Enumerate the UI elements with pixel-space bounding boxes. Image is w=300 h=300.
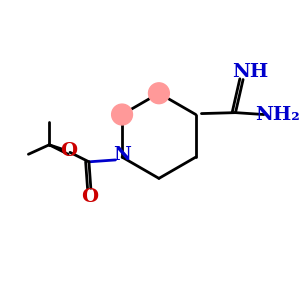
Circle shape: [112, 104, 133, 125]
Text: N: N: [113, 146, 131, 164]
Text: O: O: [61, 142, 78, 160]
Text: NH₂: NH₂: [255, 106, 299, 124]
Circle shape: [148, 83, 169, 104]
Text: NH: NH: [232, 63, 269, 81]
Text: O: O: [81, 188, 98, 206]
